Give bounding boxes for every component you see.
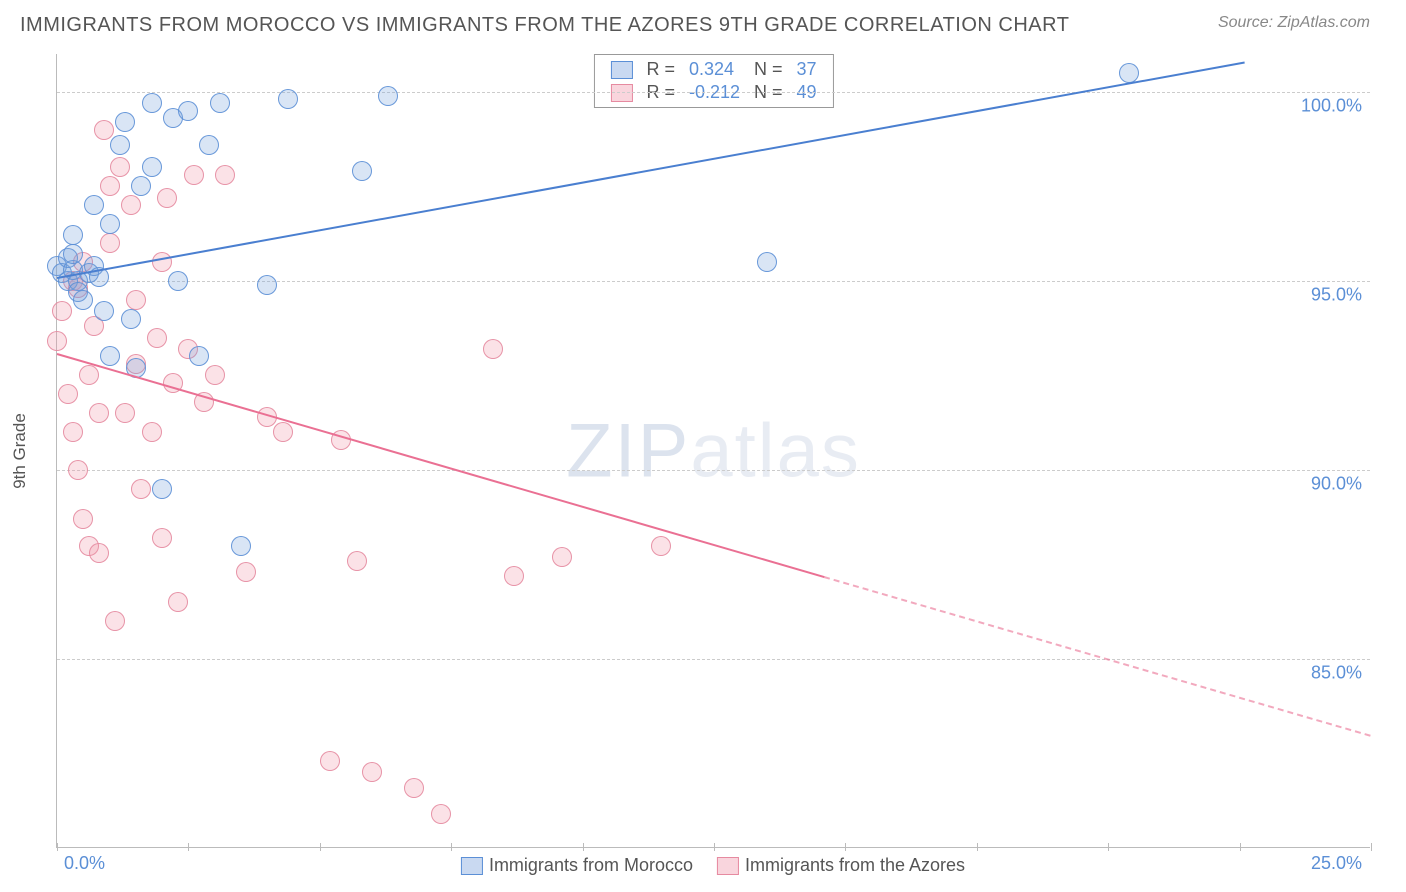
data-point — [205, 365, 225, 385]
x-tick — [583, 843, 584, 851]
data-point — [94, 301, 114, 321]
legend-item: Immigrants from the Azores — [717, 855, 965, 876]
chart-area: 9th Grade ZIPatlas R =0.324N =37R =-0.21… — [56, 54, 1370, 848]
data-point — [278, 89, 298, 109]
x-tick — [1240, 843, 1241, 851]
y-tick-label: 100.0% — [1301, 95, 1362, 116]
data-point — [168, 271, 188, 291]
data-point — [52, 301, 72, 321]
data-point — [168, 592, 188, 612]
data-point — [126, 290, 146, 310]
data-point — [79, 365, 99, 385]
data-point — [189, 346, 209, 366]
x-tick — [1108, 843, 1109, 851]
data-point — [347, 551, 367, 571]
gridline — [57, 281, 1370, 282]
y-tick-label: 85.0% — [1311, 662, 1362, 683]
data-point — [257, 275, 277, 295]
data-point — [84, 195, 104, 215]
data-point — [94, 120, 114, 140]
x-tick — [714, 843, 715, 851]
data-point — [362, 762, 382, 782]
data-point — [131, 479, 151, 499]
data-point — [152, 479, 172, 499]
trend-line — [57, 353, 825, 578]
gridline — [57, 92, 1370, 93]
data-point — [100, 176, 120, 196]
y-tick-label: 90.0% — [1311, 473, 1362, 494]
data-point — [73, 509, 93, 529]
data-point — [110, 157, 130, 177]
data-point — [152, 528, 172, 548]
data-point — [100, 214, 120, 234]
data-point — [89, 543, 109, 563]
data-point — [115, 112, 135, 132]
data-point — [199, 135, 219, 155]
gridline — [57, 470, 1370, 471]
data-point — [404, 778, 424, 798]
x-tick — [845, 843, 846, 851]
x-tick — [57, 843, 58, 851]
data-point — [142, 93, 162, 113]
data-point — [105, 611, 125, 631]
data-point — [504, 566, 524, 586]
data-point — [210, 93, 230, 113]
data-point — [273, 422, 293, 442]
x-axis-max-label: 25.0% — [1311, 853, 1362, 874]
data-point — [121, 309, 141, 329]
data-point — [178, 101, 198, 121]
trend-line — [824, 576, 1371, 737]
data-point — [100, 233, 120, 253]
data-point — [73, 290, 93, 310]
x-tick — [1371, 843, 1372, 851]
data-point — [89, 403, 109, 423]
data-point — [431, 804, 451, 824]
data-point — [215, 165, 235, 185]
watermark: ZIPatlas — [566, 407, 861, 494]
x-axis-min-label: 0.0% — [64, 853, 105, 874]
data-point — [142, 422, 162, 442]
data-point — [157, 188, 177, 208]
data-point — [63, 422, 83, 442]
x-tick — [320, 843, 321, 851]
data-point — [236, 562, 256, 582]
data-point — [552, 547, 572, 567]
data-point — [483, 339, 503, 359]
data-point — [352, 161, 372, 181]
legend-stats-row: R =0.324N =37 — [604, 59, 822, 80]
x-tick — [451, 843, 452, 851]
y-tick-label: 95.0% — [1311, 284, 1362, 305]
source-label: Source: ZipAtlas.com — [1218, 14, 1370, 32]
data-point — [63, 225, 83, 245]
data-point — [147, 328, 167, 348]
data-point — [68, 460, 88, 480]
data-point — [320, 751, 340, 771]
legend-series: Immigrants from Morocco Immigrants from t… — [461, 855, 965, 876]
data-point — [63, 244, 83, 264]
gridline — [57, 659, 1370, 660]
data-point — [121, 195, 141, 215]
data-point — [58, 384, 78, 404]
data-point — [100, 346, 120, 366]
data-point — [131, 176, 151, 196]
data-point — [651, 536, 671, 556]
plot-area: ZIPatlas R =0.324N =37R =-0.212N =49 100… — [56, 54, 1370, 848]
data-point — [757, 252, 777, 272]
legend-stats: R =0.324N =37R =-0.212N =49 — [593, 54, 833, 108]
data-point — [184, 165, 204, 185]
x-tick — [188, 843, 189, 851]
data-point — [1119, 63, 1139, 83]
data-point — [110, 135, 130, 155]
data-point — [231, 536, 251, 556]
legend-item: Immigrants from Morocco — [461, 855, 693, 876]
data-point — [152, 252, 172, 272]
y-axis-title: 9th Grade — [10, 413, 30, 489]
data-point — [47, 331, 67, 351]
data-point — [142, 157, 162, 177]
data-point — [115, 403, 135, 423]
chart-title: IMMIGRANTS FROM MOROCCO VS IMMIGRANTS FR… — [20, 14, 1069, 37]
x-tick — [977, 843, 978, 851]
data-point — [378, 86, 398, 106]
